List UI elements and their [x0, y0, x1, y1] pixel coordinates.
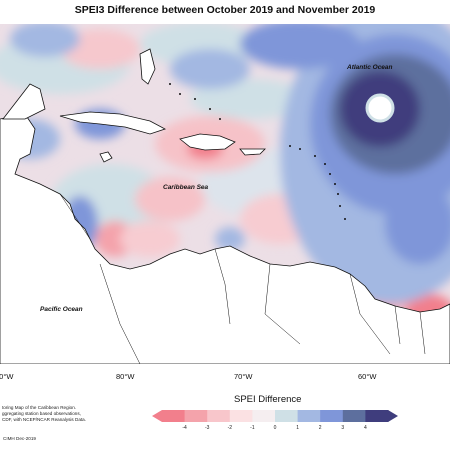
legend-swatch [207, 410, 231, 422]
legend-swatch [184, 410, 208, 422]
legend-swatch [252, 410, 276, 422]
cimh-date: CIMH Dec-2019 [3, 436, 36, 441]
legend-tick-label: -1 [250, 425, 255, 431]
legend-arrow-left [152, 410, 162, 422]
legend-colorbar [152, 410, 398, 422]
legend-tick-label: -3 [204, 425, 210, 431]
legend-swatch [275, 410, 299, 422]
credits-line-3: CDF, with NCEP/NCAR Reanalysis Data. [2, 417, 86, 422]
lon-label-80w: 80°W [116, 372, 135, 381]
legend-title: SPEI Difference [234, 394, 302, 405]
caribbean-sea-label: Caribbean Sea [163, 184, 209, 191]
legend-swatch [342, 410, 366, 422]
credits-text: toring Map of the Caribbean Region. ggre… [2, 405, 112, 423]
legend-swatch [229, 410, 253, 422]
legend-tick-label: 3 [341, 425, 345, 431]
legend-swatch [162, 410, 186, 422]
legend-tick-label: 4 [364, 425, 367, 431]
spei-map: Atlantic Ocean Caribbean Sea Pacific Oce… [0, 24, 450, 364]
lon-label-90w: 90°W [0, 372, 14, 381]
island-chain [169, 83, 346, 220]
pacific-ocean-label: Pacific Ocean [40, 306, 83, 313]
legend-tick-label: 1 [296, 425, 299, 431]
lon-label-70w: 70°W [234, 372, 253, 381]
lon-label-60w: 60°W [358, 372, 377, 381]
credits-line-2: ggregating station based observations, [2, 411, 81, 416]
legend-tick-label: 2 [318, 425, 322, 431]
legend-swatch [365, 410, 389, 422]
legend-swatch [297, 410, 321, 422]
atlantic-ocean-label: Atlantic Ocean [347, 64, 393, 71]
legend-tick-label: -2 [227, 425, 233, 431]
country-borders [59, 193, 426, 364]
legend-swatch [320, 410, 344, 422]
spei-map-canvas [0, 24, 450, 364]
credits-line-1: toring Map of the Caribbean Region. [2, 405, 77, 410]
atlantic-hole [367, 95, 393, 121]
legend-tick-label: 0 [273, 425, 277, 431]
legend-tick-label: -4 [182, 425, 187, 431]
legend-arrow-right [388, 410, 398, 422]
map-title: SPEI3 Difference between October 2019 an… [74, 4, 376, 16]
